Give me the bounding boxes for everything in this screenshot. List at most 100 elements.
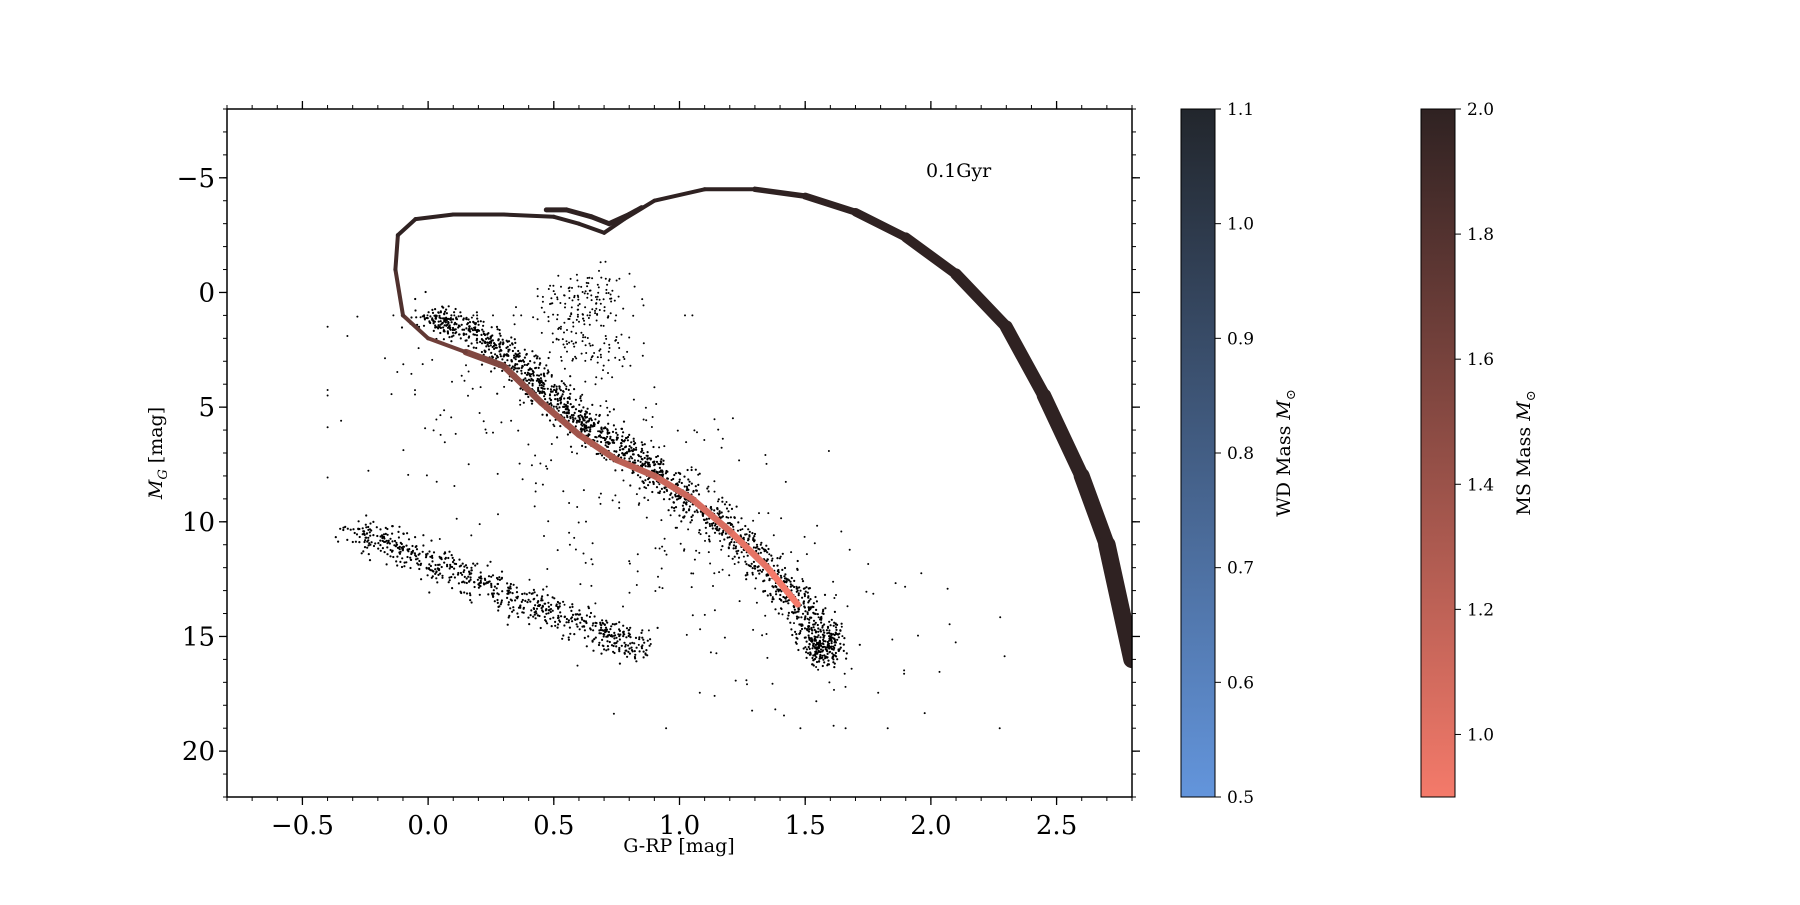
scatter-point bbox=[468, 573, 471, 576]
scatter-point bbox=[711, 524, 714, 527]
scatter-point bbox=[645, 649, 648, 652]
scatter-point bbox=[597, 643, 601, 647]
scatter-point bbox=[718, 532, 721, 535]
scatter-point bbox=[767, 574, 770, 577]
scatter-point bbox=[411, 544, 414, 548]
scatter-point bbox=[596, 295, 599, 298]
scatter-point bbox=[581, 313, 584, 316]
scatter-point bbox=[528, 578, 531, 581]
scatter-point bbox=[479, 386, 482, 389]
scatter-point bbox=[618, 650, 621, 653]
scatter-point bbox=[377, 547, 380, 550]
scatter-point bbox=[406, 555, 409, 559]
scatter-point bbox=[812, 619, 816, 622]
scatter-point bbox=[615, 431, 618, 434]
isochrone-segment bbox=[393, 233, 400, 272]
x-tick-label: 1.0 bbox=[659, 811, 700, 841]
scatter-point bbox=[434, 314, 437, 317]
scatter-point bbox=[712, 585, 714, 587]
scatter-point bbox=[402, 449, 405, 452]
scatter-point bbox=[520, 600, 523, 604]
scatter-point bbox=[393, 539, 397, 543]
scatter-point bbox=[669, 514, 672, 517]
scatter-point bbox=[789, 585, 792, 588]
scatter-point bbox=[493, 347, 496, 350]
scatter-point bbox=[537, 600, 540, 603]
scatter-point bbox=[609, 435, 612, 438]
scatter-point bbox=[630, 646, 633, 649]
scatter-point bbox=[421, 363, 424, 366]
scatter-point bbox=[397, 530, 400, 534]
scatter-point bbox=[642, 656, 645, 659]
scatter-point bbox=[589, 428, 592, 431]
scatter-point bbox=[837, 636, 841, 639]
scatter-point bbox=[784, 597, 787, 600]
scatter-point bbox=[520, 314, 523, 317]
scatter-point bbox=[531, 350, 534, 353]
scatter-point bbox=[551, 332, 554, 335]
scatter-point bbox=[662, 463, 665, 466]
scatter-point bbox=[833, 641, 836, 644]
scatter-point bbox=[821, 645, 825, 649]
scatter-point bbox=[560, 285, 562, 288]
scatter-point bbox=[540, 306, 543, 309]
scatter-point bbox=[568, 502, 571, 504]
scatter-point bbox=[814, 653, 817, 656]
scatter-point bbox=[580, 352, 583, 355]
scatter-point bbox=[652, 481, 655, 484]
scatter-point bbox=[697, 473, 700, 476]
scatter-point bbox=[810, 638, 814, 641]
scatter-point bbox=[452, 573, 455, 576]
scatter-point bbox=[611, 623, 614, 626]
scatter-point bbox=[708, 540, 711, 543]
scatter-point bbox=[576, 315, 579, 318]
scatter-point bbox=[557, 623, 560, 626]
isochrone-segment bbox=[801, 192, 859, 216]
scatter-point bbox=[758, 548, 761, 551]
scatter-point bbox=[780, 608, 783, 610]
scatter-point bbox=[678, 478, 681, 481]
scatter-point bbox=[598, 269, 600, 272]
scatter-point bbox=[439, 310, 442, 313]
scatter-point bbox=[894, 582, 897, 585]
scatter-point bbox=[631, 461, 635, 464]
scatter-point bbox=[827, 450, 830, 452]
scatter-point bbox=[528, 374, 532, 377]
wd-colorbar: 0.50.60.70.80.91.01.1 WD Mass M⊙ bbox=[1180, 100, 1299, 808]
scatter-point bbox=[527, 368, 530, 371]
scatter-point bbox=[644, 479, 647, 482]
scatter-point bbox=[641, 354, 644, 357]
scatter-point bbox=[540, 386, 543, 389]
scatter-point bbox=[554, 293, 556, 296]
scatter-point bbox=[535, 357, 539, 360]
scatter-point bbox=[591, 344, 594, 347]
scatter-point bbox=[597, 291, 600, 294]
scatter-point bbox=[820, 644, 823, 648]
scatter-point bbox=[414, 297, 417, 301]
scatter-point bbox=[770, 600, 774, 603]
scatter-point bbox=[649, 643, 652, 645]
scatter-point bbox=[840, 625, 843, 628]
scatter-point bbox=[738, 459, 741, 462]
scatter-point bbox=[629, 626, 632, 629]
scatter-point bbox=[392, 314, 395, 317]
scatter-point bbox=[585, 426, 588, 429]
scatter-point bbox=[465, 581, 468, 585]
scatter-point bbox=[808, 587, 812, 590]
scatter-point bbox=[467, 394, 469, 397]
scatter-point bbox=[836, 633, 839, 636]
scatter-point bbox=[457, 315, 460, 318]
scatter-point bbox=[606, 621, 609, 624]
scatter-point bbox=[558, 385, 561, 388]
scatter-point bbox=[349, 528, 352, 531]
scatter-point bbox=[517, 349, 520, 353]
scatter-point bbox=[840, 530, 843, 533]
scatter-point bbox=[483, 349, 486, 352]
scatter-point bbox=[498, 332, 501, 335]
scatter-point bbox=[548, 397, 551, 400]
scatter-point bbox=[594, 435, 597, 439]
scatter-point bbox=[799, 623, 802, 626]
scatter-point bbox=[694, 468, 697, 471]
scatter-point bbox=[473, 327, 477, 330]
scatter-point bbox=[823, 661, 826, 664]
